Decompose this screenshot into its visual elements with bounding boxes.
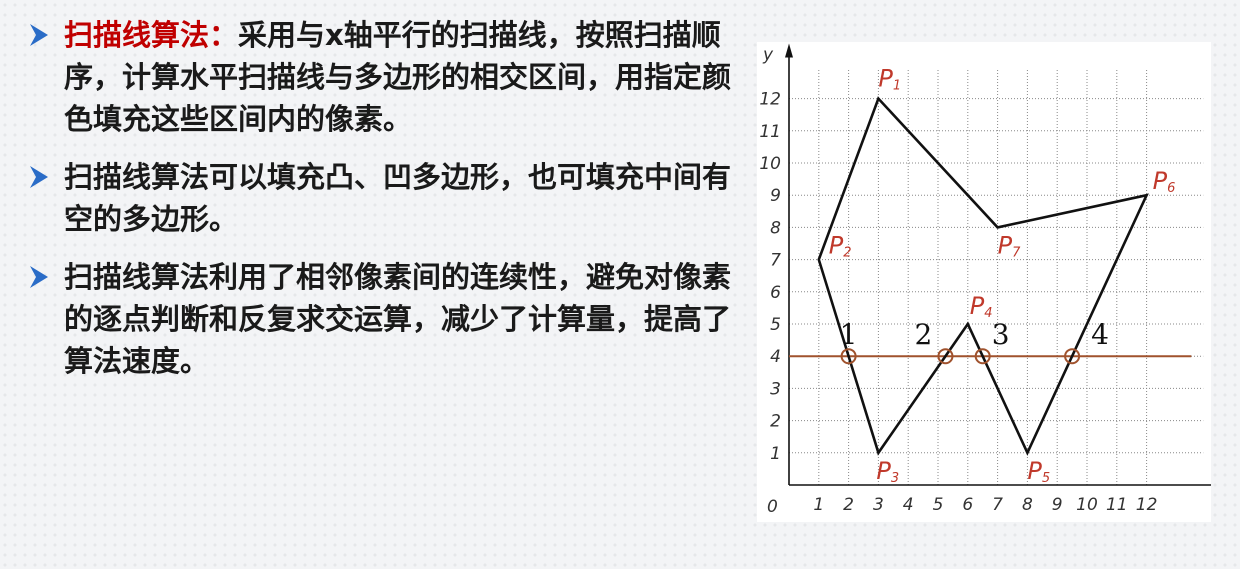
vertex-label-p1: P1 — [878, 65, 901, 94]
bullet-list: 扫描线算法：采用与x轴平行的扫描线，按照扫描顺序，计算水平扫描线与多边形的相交区… — [20, 14, 740, 398]
bullet-3: 扫描线算法利用了相邻像素间的连续性，避免对像素的逐点判断和反复求交运算，减少了计… — [20, 256, 740, 382]
vertex-label-p6: P6 — [1153, 167, 1176, 196]
y-tick-label: 10 — [759, 154, 781, 174]
bullet-2-text: 扫描线算法可以填充凸、凹多边形，也可填充中间有空的多边形。 — [64, 160, 732, 236]
y-tick-label: 9 — [770, 186, 781, 206]
vertex-label-p3: P3 — [876, 457, 899, 486]
x-tick-label: 9 — [1052, 495, 1063, 515]
diagram-svg: 1234567891011121234567891011120xyP1P7P6P… — [759, 43, 1211, 517]
y-axis-arrow-icon — [785, 43, 793, 58]
polygon-outline — [817, 96, 1149, 456]
intersection-label: 1 — [840, 318, 858, 351]
x-tick-label: 1 — [813, 495, 824, 515]
x-tick-label: 3 — [873, 495, 884, 515]
y-axis-label: y — [762, 45, 774, 65]
x-tick-label: 8 — [1022, 495, 1033, 515]
x-tick-label: 11 — [1106, 495, 1128, 515]
intersection-label: 2 — [915, 318, 933, 351]
y-tick-label: 2 — [770, 412, 781, 432]
x-tick-label: 12 — [1136, 495, 1158, 515]
x-tick-label: 4 — [903, 495, 914, 515]
scanline-diagram: 1234567891011121234567891011120xyP1P7P6P… — [757, 42, 1211, 522]
arrow-bullet-icon — [30, 166, 48, 188]
origin-label: 0 — [767, 497, 778, 517]
arrow-bullet-icon — [30, 24, 48, 46]
x-tick-label: 7 — [992, 495, 1003, 515]
y-tick-label: 11 — [759, 122, 781, 142]
intersection-label: 3 — [992, 318, 1010, 351]
arrow-bullet-icon — [30, 266, 48, 288]
vertex-label-p7: P7 — [998, 231, 1021, 260]
y-tick-label: 3 — [770, 379, 781, 399]
y-tick-label: 12 — [759, 90, 781, 110]
y-tick-label: 7 — [770, 251, 781, 271]
intersection-marker — [937, 348, 954, 365]
bullet-3-text: 扫描线算法利用了相邻像素间的连续性，避免对像素的逐点判断和反复求交运算，减少了计… — [64, 260, 732, 378]
x-tick-label: 6 — [962, 495, 973, 515]
x-tick-label: 2 — [843, 495, 854, 515]
intersection-marker — [840, 348, 857, 365]
y-tick-label: 5 — [770, 315, 781, 335]
bullet-1-highlight: 扫描线算法： — [64, 18, 239, 52]
y-tick-label: 1 — [770, 444, 781, 464]
x-tick-label: 5 — [933, 495, 944, 515]
y-tick-label: 8 — [770, 218, 781, 238]
bullet-2: 扫描线算法可以填充凸、凹多边形，也可填充中间有空的多边形。 — [20, 156, 740, 240]
x-tick-label: 10 — [1076, 495, 1098, 515]
y-tick-label: 6 — [770, 283, 781, 303]
bullet-1: 扫描线算法：采用与x轴平行的扫描线，按照扫描顺序，计算水平扫描线与多边形的相交区… — [20, 14, 740, 140]
vertex-label-p5: P5 — [1027, 457, 1050, 486]
intersection-marker — [1064, 348, 1081, 365]
intersection-label: 4 — [1091, 318, 1109, 351]
y-tick-label: 4 — [770, 347, 781, 367]
vertex-label-p4: P4 — [970, 292, 993, 321]
intersection-marker — [974, 348, 991, 365]
bullet-1-text: 采用与x轴平行的扫描线，按照扫描顺序，计算水平扫描线与多边形的相交区间，用指定颜… — [64, 18, 732, 136]
